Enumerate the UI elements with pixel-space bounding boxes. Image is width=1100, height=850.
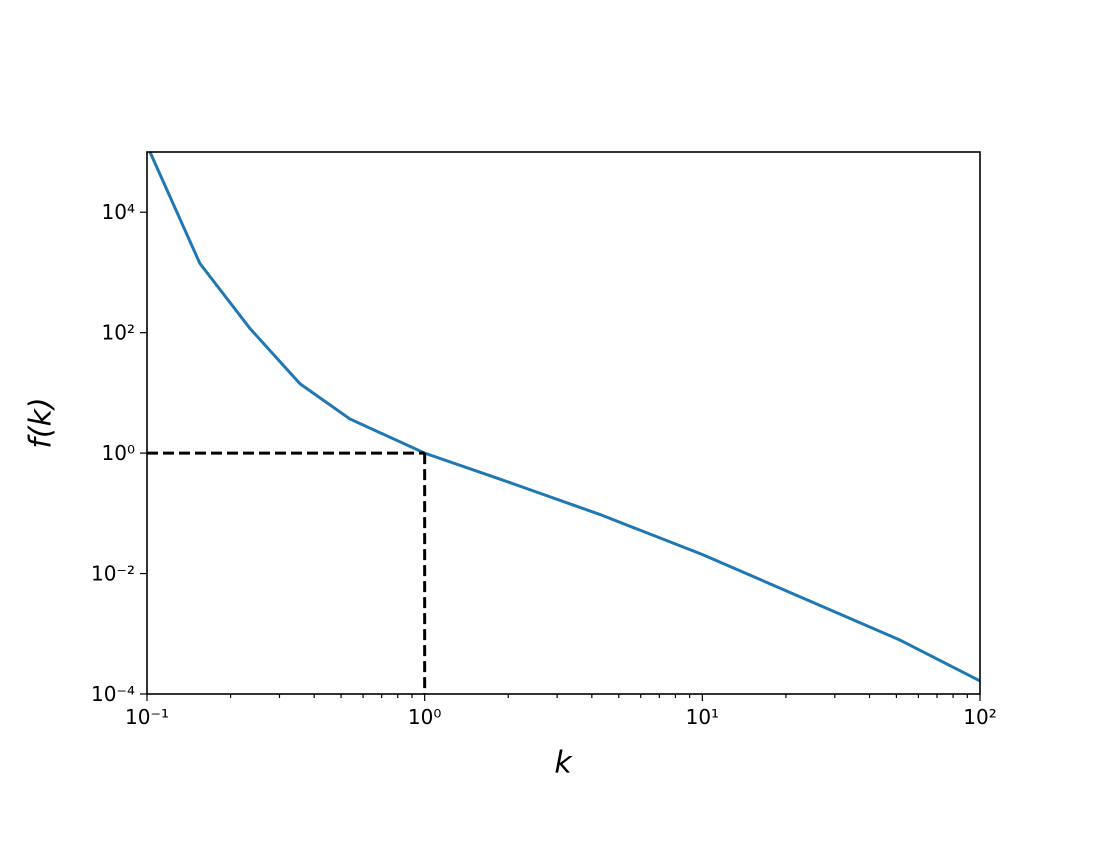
x-axis-label: k bbox=[554, 746, 573, 781]
y-tick-label: 10⁻⁴ bbox=[91, 682, 135, 706]
x-tick-label: 10¹ bbox=[686, 705, 719, 729]
y-axis-label: f(k) bbox=[24, 397, 59, 448]
data-line bbox=[148, 152, 980, 683]
y-tick-label: 10⁴ bbox=[102, 200, 135, 224]
x-tick-label: 10² bbox=[963, 705, 996, 729]
x-tick-label: 10⁻¹ bbox=[125, 705, 169, 729]
y-tick-label: 10⁻² bbox=[91, 562, 135, 586]
plot-frame bbox=[146, 151, 981, 695]
y-tick-label: 10⁰ bbox=[102, 441, 135, 465]
y-tick-label: 10² bbox=[102, 321, 135, 345]
x-tick-label: 10⁰ bbox=[408, 705, 441, 729]
